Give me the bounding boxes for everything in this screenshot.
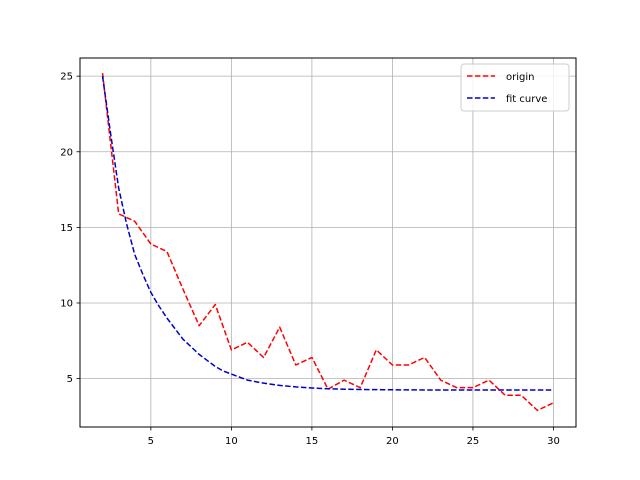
x-tick-label: 5 [148, 436, 154, 447]
x-tick-label: 15 [306, 436, 319, 447]
y-tick-label: 20 [60, 147, 73, 158]
legend-label: fit curve [506, 94, 547, 105]
y-tick-label: 5 [67, 374, 73, 385]
x-tick-label: 30 [547, 436, 560, 447]
x-tick-label: 10 [225, 436, 238, 447]
x-tick-label: 25 [467, 436, 480, 447]
y-tick-label: 15 [60, 223, 73, 234]
plot-frame [79, 57, 577, 428]
x-axis: 5 10 15 20 25 30 [148, 427, 560, 447]
y-tick-label: 10 [60, 298, 73, 309]
legend-label: origin [506, 72, 534, 83]
series-line-origin [101, 73, 554, 412]
series-line-fit-curve [101, 76, 554, 391]
y-tick-label: 25 [60, 72, 73, 83]
series-layer [101, 73, 554, 412]
x-tick-label: 20 [386, 436, 399, 447]
legend: origin fit curve [460, 63, 570, 112]
y-axis: 5 10 15 20 25 [60, 72, 80, 385]
